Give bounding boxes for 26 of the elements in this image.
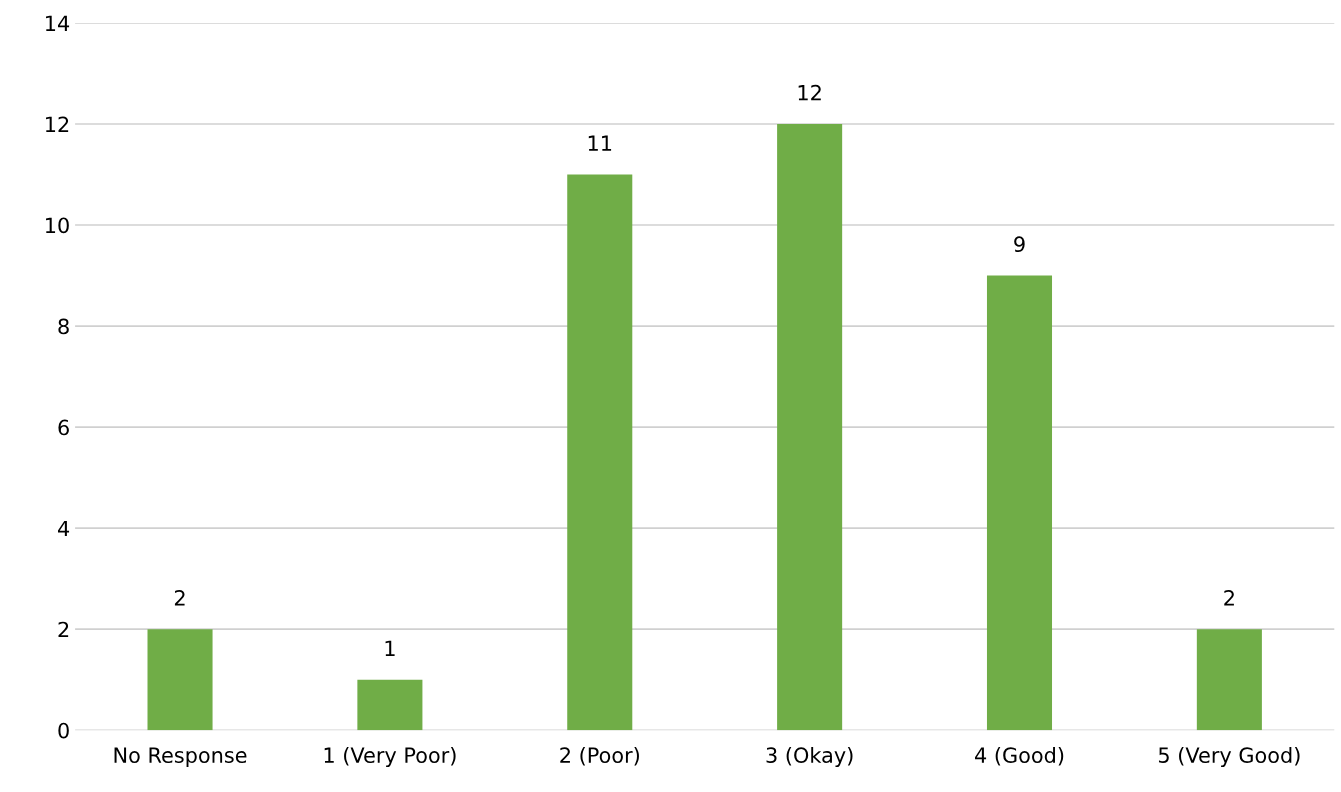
x-tick-label: 5 (Very Good) — [1158, 746, 1300, 768]
y-tick-label: 14 — [46, 15, 70, 31]
data-label: 2 — [1224, 589, 1234, 606]
data-label: 11 — [588, 135, 612, 151]
y-tick-label: 2 — [58, 621, 69, 638]
y-tick-label: 10 — [46, 217, 69, 234]
data-label: 2 — [174, 589, 185, 606]
bar — [777, 124, 843, 731]
data-label: 1 — [385, 640, 395, 656]
x-tick-label: 3 (Okay) — [766, 746, 853, 768]
bar — [357, 679, 423, 731]
y-tick-label: 8 — [58, 318, 69, 335]
x-tick-label: 4 (Good) — [975, 746, 1064, 766]
x-tick-label: 1 (Very Poor) — [324, 746, 456, 768]
x-tick-label: 2 (Poor) — [560, 746, 639, 766]
x-tick-label: No Response — [114, 747, 247, 768]
y-tick-label: 6 — [58, 419, 69, 436]
bar — [986, 275, 1053, 731]
data-label: 9 — [1014, 236, 1025, 253]
bar — [1196, 629, 1262, 731]
y-tick-label: 12 — [46, 116, 69, 132]
bar — [147, 629, 213, 731]
y-tick-label: 0 — [58, 722, 69, 739]
data-label: 12 — [798, 84, 821, 101]
bar — [567, 174, 633, 731]
y-tick-label: 4 — [58, 520, 70, 537]
